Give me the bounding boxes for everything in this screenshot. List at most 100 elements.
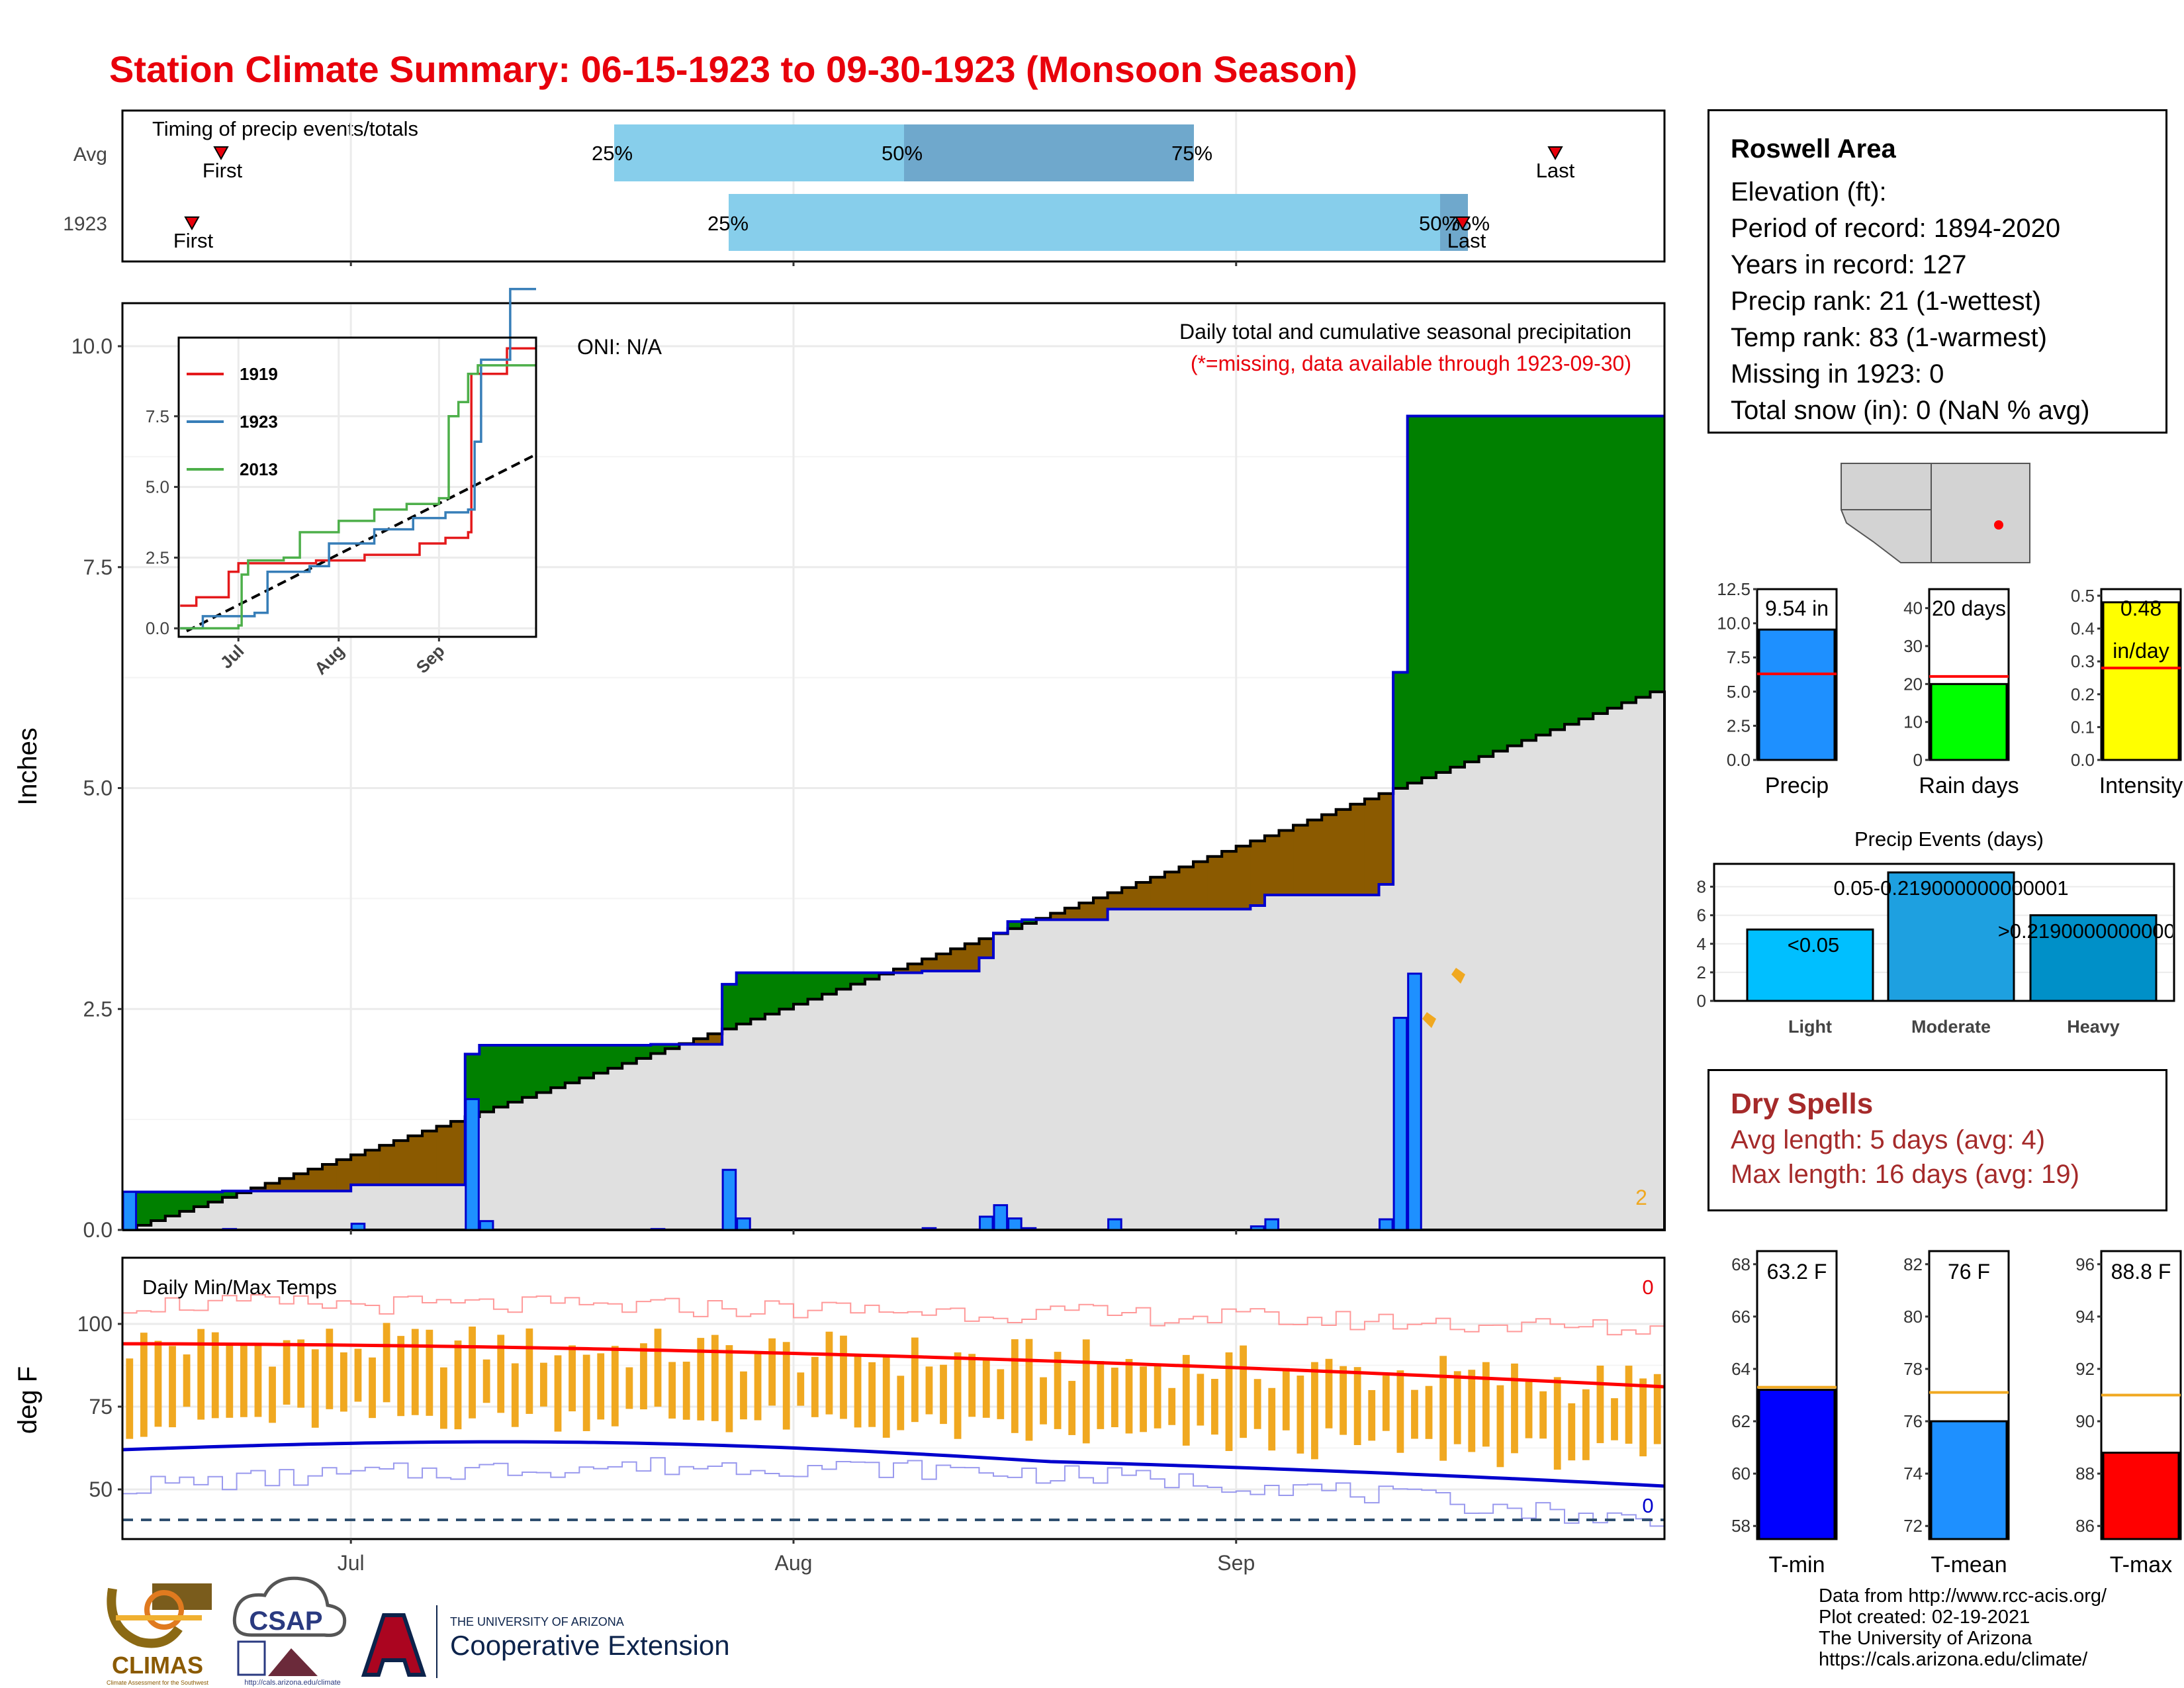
daily-temp-range-bar — [197, 1329, 205, 1420]
temp-summary-value-label: 76 F — [1948, 1260, 1990, 1284]
daily-temp-range-bar — [354, 1348, 362, 1402]
events-ytick-label: 2 — [1697, 962, 1706, 982]
average-min-line — [122, 1440, 1665, 1488]
daily-temp-range-bar — [1111, 1368, 1118, 1428]
precip-ytick-label: 5.0 — [83, 776, 113, 800]
temp-summary-bar — [1930, 1420, 2008, 1540]
temp-summary-bar-name: T-mean — [1931, 1552, 2007, 1577]
temp-summary-ytick-label: 62 — [1731, 1411, 1751, 1431]
temp-ytick-label: 50 — [89, 1477, 113, 1501]
daily-temp-range-bar — [582, 1354, 590, 1431]
event-bar — [1746, 928, 1874, 1002]
ua-small-text: THE UNIVERSITY OF ARIZONA — [450, 1615, 624, 1628]
avg-q25-label: 25% — [592, 142, 633, 165]
daily-temp-range-bar — [283, 1340, 291, 1405]
summary-ytick-label: 7.5 — [1727, 647, 1751, 667]
summary-bar-name: Intensity — [2099, 773, 2183, 798]
record-min-line — [122, 1457, 1664, 1527]
summary-ytick-label: 0.3 — [2071, 651, 2095, 671]
event-bar-label: 0.05-0.219000000000001 — [1833, 876, 2068, 900]
daily-temp-range-bar — [126, 1358, 134, 1439]
daily-temp-range-bar — [426, 1329, 433, 1416]
daily-temp-range-bar — [1411, 1389, 1418, 1439]
daily-temp-range-bar — [1611, 1398, 1618, 1440]
daily-temp-range-bar — [1240, 1345, 1247, 1438]
daily-precip-bar — [1264, 1218, 1279, 1231]
y1923-first-marker — [184, 216, 200, 231]
event-bar — [2029, 914, 2158, 1002]
daily-temp-range-bar — [1468, 1370, 1476, 1452]
oni-label: ONI: N/A — [577, 335, 662, 359]
daily-temp-range-bar — [1140, 1366, 1147, 1432]
temp-summary-ytick-label: 74 — [1903, 1464, 1923, 1483]
daily-temp-range-bar — [326, 1329, 334, 1409]
extreme-marker — [1451, 968, 1465, 984]
average-max-line — [122, 1342, 1665, 1389]
credit-line: Plot created: 02-19-2021 — [1819, 1607, 2030, 1628]
daily-temp-range-bar — [440, 1367, 447, 1429]
climas-logo: CLIMAS Climate Assessment for the Southw… — [107, 1583, 212, 1686]
summary-ytick-label: 0.0 — [1727, 750, 1751, 770]
daily-precip-bar — [978, 1215, 994, 1231]
daily-temp-range-bar — [640, 1343, 647, 1410]
daily-temp-range-bar — [1325, 1358, 1333, 1429]
summary-ytick-label: 0.4 — [2071, 619, 2095, 639]
inset-ytick-label: 7.5 — [146, 406, 169, 426]
summary-bar-name: Precip — [1765, 773, 1829, 798]
info-missing: Missing in 1923: 0 — [1731, 359, 1944, 389]
temp-summary-value-label: 88.8 F — [2111, 1260, 2171, 1284]
inset-line-2013 — [180, 364, 536, 630]
daily-temp-range-bar — [840, 1335, 847, 1419]
summary-ytick-label: 40 — [1903, 598, 1923, 618]
temp-panel-label: Daily Min/Max Temps — [142, 1276, 337, 1299]
events-ytick-label: 8 — [1697, 877, 1706, 897]
daily-temp-range-bar — [1125, 1358, 1133, 1434]
daily-temp-range-bar — [782, 1342, 790, 1430]
summary-bar — [1758, 628, 1836, 761]
daily-temp-range-bar — [469, 1326, 476, 1419]
daily-temp-range-bar — [1040, 1377, 1047, 1425]
temp-summary-ytick-label: 68 — [1731, 1254, 1751, 1274]
dry-spells-title: Dry Spells — [1731, 1088, 1874, 1120]
x-axis-tick-label: Aug — [775, 1551, 813, 1575]
y1923-last-label: Last — [1447, 229, 1486, 252]
summary-bar-name: Rain days — [1919, 773, 2019, 798]
info-elevation: Elevation (ft): — [1731, 177, 1887, 207]
summary-ytick-label: 20 — [1903, 674, 1923, 694]
daily-temp-range-bar — [997, 1369, 1005, 1419]
daily-temp-range-bar — [611, 1346, 619, 1427]
csap-text: CSAP — [249, 1607, 322, 1636]
inset-legend-label: 2013 — [240, 459, 278, 479]
precip-panel: ONI: N/A Daily total and cumulative seas… — [13, 287, 1666, 1242]
dry-spells-max: Max length: 16 days (avg: 19) — [1731, 1160, 2079, 1189]
temp-summary-ytick-label: 94 — [2075, 1307, 2095, 1327]
daily-temp-range-bar — [1596, 1366, 1604, 1444]
daily-temp-range-bar — [597, 1353, 605, 1420]
daily-precip-bar — [1379, 1218, 1394, 1231]
temp-summary-ytick-label: 82 — [1903, 1254, 1923, 1274]
events-title: Precip Events (days) — [1854, 827, 2044, 851]
daily-temp-range-bar — [1639, 1378, 1647, 1457]
daily-temp-range-bar — [1268, 1387, 1276, 1451]
station-location-dot — [1994, 520, 2003, 530]
daily-temp-range-bar — [1368, 1389, 1376, 1441]
daily-temp-range-bar — [497, 1335, 505, 1413]
daily-precip-bar — [993, 1204, 1009, 1231]
daily-temp-range-bar — [1311, 1362, 1318, 1460]
x-axis-tick-label: Jul — [338, 1551, 365, 1575]
inset-ytick-label: 0.0 — [146, 618, 169, 638]
events-ytick-label: 4 — [1697, 934, 1706, 954]
daily-temp-range-bar — [1496, 1385, 1504, 1468]
daily-temp-range-bar — [169, 1346, 176, 1428]
daily-temp-range-bar — [1068, 1381, 1076, 1435]
temp-summary-ytick-label: 60 — [1731, 1464, 1751, 1483]
precip-ytick-label: 0.0 — [83, 1218, 113, 1242]
inset-legend-label: 1923 — [240, 412, 278, 432]
summary-ytick-label: 2.5 — [1727, 716, 1751, 735]
daily-precip-bar — [122, 1191, 138, 1231]
climas-text: CLIMAS — [112, 1652, 203, 1679]
daily-temp-range-bar — [482, 1359, 490, 1403]
station-info-box: Roswell Area Elevation (ft): Period of r… — [1707, 109, 2167, 434]
events-ytick-label: 6 — [1697, 906, 1706, 925]
daily-temp-range-bar — [697, 1338, 705, 1421]
